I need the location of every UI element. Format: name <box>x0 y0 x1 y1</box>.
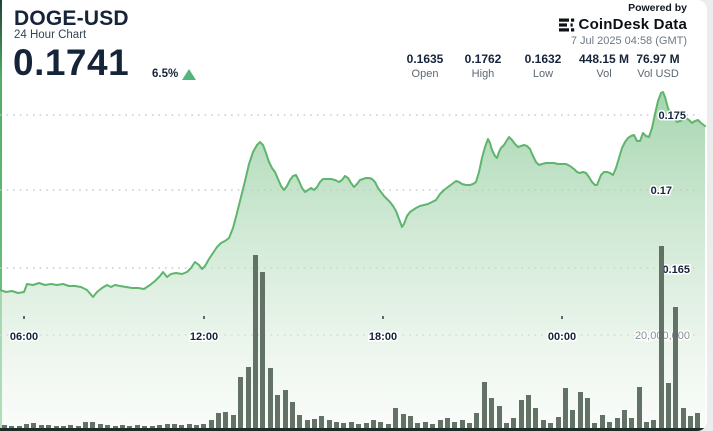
coindesk-brand-link[interactable]: CoinDesk Data <box>427 16 687 33</box>
stat-vol-usd-label: Vol USD <box>637 68 679 80</box>
axis-label: 00:00 <box>548 331 576 343</box>
stat-high: 0.1762 High <box>465 52 502 80</box>
stat-vol-usd: 76.97 M Vol USD <box>636 52 679 80</box>
stat-vol-label: Vol <box>596 68 612 80</box>
chart-period-subtitle: 24 Hour Chart <box>14 29 87 41</box>
left-accent-bar <box>0 0 2 428</box>
brand-block: Powered by CoinDesk Data 7 Jul 2025 04:5… <box>427 0 687 47</box>
brand-name: CoinDesk Data <box>578 16 687 33</box>
change-percent: 6.5% <box>152 68 179 80</box>
axis-label: 06:00 <box>10 331 38 343</box>
coindesk-logo-icon <box>558 17 575 33</box>
axis-label: 18:00 <box>369 331 397 343</box>
stat-open: 0.1635 Open <box>407 52 444 80</box>
axis-label: 0.175 <box>658 110 686 122</box>
stat-vol: 448.15 M Vol <box>579 52 629 80</box>
bottom-border <box>0 428 707 431</box>
powered-by-label: Powered by <box>628 2 687 14</box>
timestamp: 7 Jul 2025 04:58 (GMT) <box>570 35 687 47</box>
stat-open-label: Open <box>411 68 439 80</box>
axis-label: 0.17 <box>651 185 672 197</box>
stat-vol-usd-value: 76.97 M <box>636 52 680 66</box>
stat-low: 0.1632 Low <box>525 52 562 80</box>
stat-open-value: 0.1635 <box>406 52 444 66</box>
stat-low-value: 0.1632 <box>524 52 562 66</box>
axis-label: 12:00 <box>190 331 218 343</box>
axis-label: 0.165 <box>662 264 690 276</box>
stat-low-label: Low <box>532 68 554 80</box>
stat-high-value: 0.1762 <box>464 52 502 66</box>
current-price: 0.1741 <box>13 42 130 83</box>
stat-vol-value: 448.15 M <box>578 52 630 66</box>
stat-high-label: High <box>471 68 495 80</box>
price-volume-chart[interactable]: 0.1750.170.16520,000,00006:0012:0018:000… <box>0 85 707 428</box>
instrument-title: DOGE-USD <box>14 7 129 30</box>
up-triangle-icon <box>182 69 196 80</box>
